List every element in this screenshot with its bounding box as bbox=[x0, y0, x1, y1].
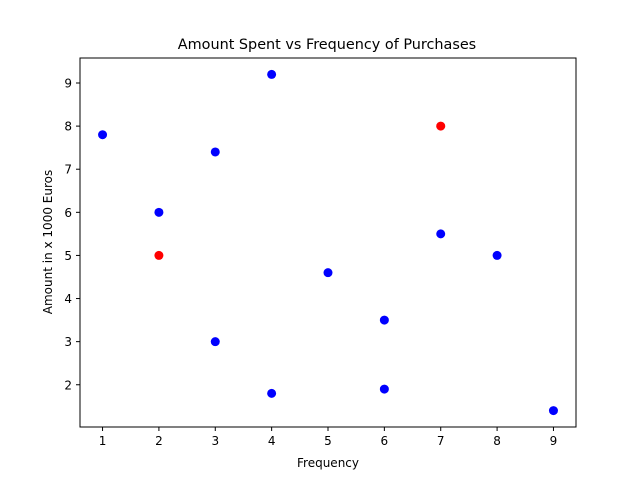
x-tick-label: 4 bbox=[268, 434, 276, 448]
x-tick-label: 9 bbox=[550, 434, 558, 448]
y-axis-label: Amount in x 1000 Euros bbox=[41, 170, 55, 314]
scatter-point bbox=[267, 388, 277, 398]
x-tick-label: 6 bbox=[381, 434, 389, 448]
x-tick-label: 2 bbox=[155, 434, 163, 448]
x-tick-label: 7 bbox=[437, 434, 445, 448]
scatter-point bbox=[323, 268, 333, 278]
x-tick-label: 3 bbox=[211, 434, 219, 448]
x-tick-label: 8 bbox=[493, 434, 501, 448]
y-tick-label: 3 bbox=[64, 335, 72, 349]
y-tick-label: 9 bbox=[64, 77, 72, 91]
data-points bbox=[98, 69, 558, 416]
scatter-point bbox=[492, 250, 502, 260]
scatter-point bbox=[98, 130, 108, 140]
chart-title: Amount Spent vs Frequency of Purchases bbox=[178, 37, 476, 53]
scatter-point bbox=[379, 315, 389, 325]
scatter-point bbox=[154, 207, 164, 217]
y-tick-label: 5 bbox=[64, 249, 72, 263]
scatter-point bbox=[210, 147, 220, 157]
y-tick-label: 6 bbox=[64, 206, 72, 220]
scatter-point bbox=[154, 250, 164, 260]
scatter-point bbox=[436, 121, 446, 131]
y-tick-label: 8 bbox=[64, 120, 72, 134]
x-axis-ticks: 1 2 3 4 5 6 7 8 9 bbox=[99, 427, 558, 448]
x-axis-label: Frequency bbox=[297, 456, 359, 470]
scatter-point bbox=[210, 337, 220, 347]
x-tick-label: 5 bbox=[324, 434, 332, 448]
plot-frame bbox=[79, 57, 577, 428]
scatter-point bbox=[379, 384, 389, 394]
scatter-point bbox=[267, 69, 277, 79]
x-tick-label: 1 bbox=[99, 434, 107, 448]
y-tick-label: 4 bbox=[64, 292, 72, 306]
y-axis-ticks: 2 3 4 5 6 7 8 9 bbox=[64, 77, 80, 392]
scatter-point bbox=[548, 406, 558, 416]
scatter-point bbox=[436, 229, 446, 239]
y-tick-label: 2 bbox=[64, 378, 72, 392]
y-tick-label: 7 bbox=[64, 163, 72, 177]
